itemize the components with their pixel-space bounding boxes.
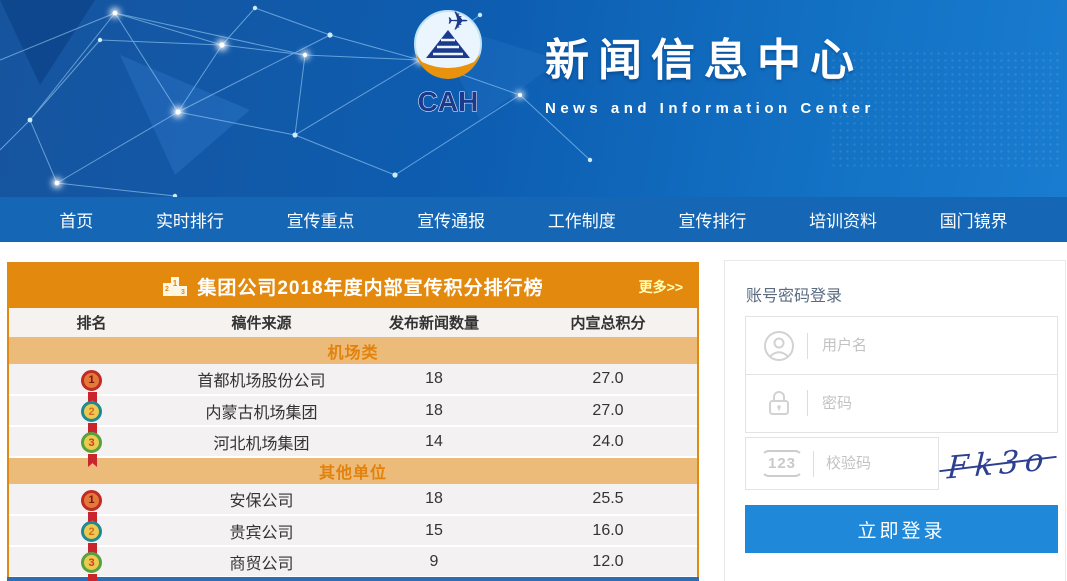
- captcha-row: 123 Fk3o: [745, 437, 1058, 490]
- source-cell: 河北机场集团: [174, 426, 349, 458]
- section-header-airports: 机场类: [9, 337, 697, 364]
- news-count-cell: 18: [349, 364, 519, 396]
- main-nav: 首页 实时排行 宣传重点 宣传通报 工作制度 宣传排行 培训资料 国门镜界: [0, 197, 1067, 242]
- table-row: 2 内蒙古机场集团 18 27.0: [9, 395, 697, 427]
- source-cell: 商贸公司: [174, 546, 349, 578]
- svg-text:2: 2: [165, 286, 169, 293]
- nav-item-publicity-bulletin[interactable]: 宣传通报: [417, 212, 486, 231]
- rank-cell: 3: [9, 426, 174, 458]
- column-header-row: 排名 稿件来源 发布新闻数量 内宣总积分: [9, 308, 697, 337]
- silver-medal-icon: 2: [81, 521, 102, 542]
- rank-cell: 2: [9, 515, 174, 547]
- svg-text:3: 3: [181, 289, 185, 296]
- table-row: 1 安保公司 18 25.5: [9, 484, 697, 516]
- user-icon: [764, 330, 794, 361]
- score-cell: 16.0: [519, 515, 697, 547]
- ranking-title: 集团公司2018年度内部宣传积分排行榜: [197, 277, 544, 299]
- source-cell: 首都机场股份公司: [174, 364, 349, 396]
- bottom-divider: [7, 577, 699, 581]
- header-banner: ✈ CAH 新闻信息中心 News and Information Center: [0, 0, 1067, 197]
- col-header-score: 内宣总积分: [519, 308, 697, 337]
- username-input[interactable]: [822, 337, 992, 354]
- credentials-box: [745, 316, 1058, 433]
- more-link[interactable]: 更多>>: [638, 279, 683, 295]
- news-count-cell: 14: [349, 426, 519, 458]
- numbers-icon: 123: [761, 450, 804, 477]
- source-cell: 内蒙古机场集团: [174, 395, 349, 427]
- news-count-cell: 9: [349, 546, 519, 578]
- bronze-medal-icon: 3: [81, 432, 102, 453]
- site-logo[interactable]: ✈ CAH: [396, 6, 500, 123]
- nav-item-realtime-ranking[interactable]: 实时排行: [155, 212, 224, 231]
- gold-medal-icon: 1: [81, 369, 102, 391]
- ranking-banner: 1 2 3 集团公司2018年度内部宣传积分排行榜 更多>>: [9, 264, 697, 308]
- airplane-icon: ✈: [447, 10, 469, 36]
- score-cell: 27.0: [519, 395, 697, 427]
- score-cell: 12.0: [519, 546, 697, 578]
- captcha-image[interactable]: Fk3o: [939, 437, 1058, 490]
- captcha-box: 123: [745, 437, 939, 490]
- table-row: 1 首都机场股份公司 18 27.0: [9, 364, 697, 396]
- lock-icon: [769, 391, 789, 415]
- nav-item-home[interactable]: 首页: [59, 212, 94, 231]
- table-row: 2 贵宾公司 15 16.0: [9, 515, 697, 547]
- bronze-medal-icon: 3: [81, 552, 102, 573]
- col-header-rank: 排名: [9, 308, 174, 337]
- nav-item-work-system[interactable]: 工作制度: [547, 212, 616, 231]
- site-title-block: 新闻信息中心 News and Information Center: [545, 24, 875, 117]
- password-field-row: [746, 374, 1057, 431]
- nav-item-training-materials[interactable]: 培训资料: [809, 212, 878, 231]
- news-count-cell: 18: [349, 395, 519, 427]
- score-cell: 27.0: [519, 364, 697, 396]
- source-cell: 安保公司: [174, 484, 349, 516]
- field-divider: [807, 390, 808, 416]
- table-row: 3 河北机场集团 14 24.0: [9, 426, 697, 458]
- score-cell: 24.0: [519, 426, 697, 458]
- field-divider: [813, 450, 815, 477]
- news-count-cell: 18: [349, 484, 519, 516]
- score-cell: 25.5: [519, 484, 697, 516]
- password-input[interactable]: [822, 394, 992, 412]
- nav-item-publicity-ranking[interactable]: 宣传排行: [678, 212, 747, 231]
- section-header-other-units: 其他单位: [9, 457, 697, 484]
- login-panel: 账号密码登录: [724, 260, 1066, 581]
- login-button[interactable]: 立即登录: [745, 505, 1058, 553]
- source-cell: 贵宾公司: [174, 515, 349, 547]
- network-pattern: [0, 0, 593, 197]
- col-header-news-count: 发布新闻数量: [349, 308, 519, 337]
- rank-cell: 3: [9, 546, 174, 578]
- rank-cell: 1: [9, 484, 174, 516]
- field-divider: [807, 332, 808, 359]
- ranking-panel: 1 2 3 集团公司2018年度内部宣传积分排行榜 更多>> 排名 稿件来源 发…: [7, 262, 699, 580]
- nav-item-gateway-lens[interactable]: 国门镜界: [939, 212, 1008, 231]
- gold-medal-icon: 1: [81, 489, 102, 511]
- rank-cell: 2: [9, 395, 174, 427]
- captcha-text: Fk3o: [946, 440, 1051, 487]
- logo-text: CAH: [418, 86, 479, 117]
- rank-cell: 1: [9, 364, 174, 396]
- news-count-cell: 15: [349, 515, 519, 547]
- site-title-cn: 新闻信息中心: [545, 36, 863, 85]
- nav-item-publicity-highlights[interactable]: 宣传重点: [286, 212, 355, 231]
- col-header-source: 稿件来源: [174, 308, 349, 337]
- ranking-table: 排名 稿件来源 发布新闻数量 内宣总积分 机场类 1 首都机场股份公司 18 2…: [9, 308, 697, 578]
- captcha-input[interactable]: [826, 455, 917, 472]
- svg-text:1: 1: [173, 279, 178, 288]
- silver-medal-icon: 2: [81, 401, 102, 422]
- username-field-row: [746, 317, 1057, 374]
- podium-icon: 1 2 3: [163, 277, 188, 296]
- login-title: 账号密码登录: [746, 288, 843, 305]
- site-title-en: News and Information Center: [545, 100, 875, 117]
- table-row: 3 商贸公司 9 12.0: [9, 546, 697, 578]
